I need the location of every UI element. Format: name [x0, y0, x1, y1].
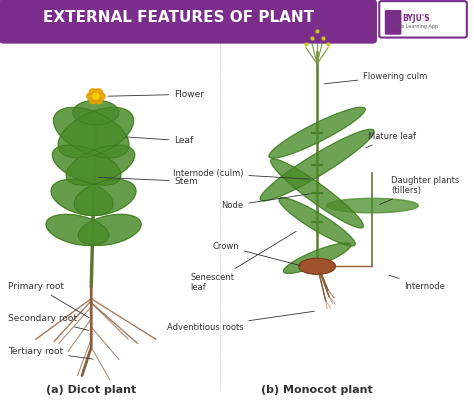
Ellipse shape [299, 258, 336, 275]
Text: Leaf: Leaf [126, 136, 193, 145]
Polygon shape [54, 107, 129, 158]
Text: Primary root: Primary root [8, 282, 89, 317]
Circle shape [95, 89, 102, 95]
Polygon shape [51, 180, 113, 215]
Text: Flowering culm: Flowering culm [324, 71, 428, 84]
Circle shape [95, 97, 102, 104]
Polygon shape [74, 180, 136, 215]
Text: Internode: Internode [389, 275, 446, 291]
Text: Node: Node [221, 194, 310, 210]
Text: Senescent
leaf: Senescent leaf [190, 231, 296, 292]
Polygon shape [46, 214, 109, 245]
Text: Inflorescence (panicle type): Inflorescence (panicle type) [139, 19, 314, 39]
Text: Tertiary root: Tertiary root [8, 347, 93, 359]
Text: The Learning App: The Learning App [394, 24, 438, 29]
Text: (b) Monocot plant: (b) Monocot plant [261, 385, 373, 395]
Polygon shape [73, 100, 119, 124]
Polygon shape [279, 197, 355, 246]
Polygon shape [78, 214, 141, 245]
Text: EXTERNAL FEATURES OF PLANT: EXTERNAL FEATURES OF PLANT [43, 10, 314, 25]
Circle shape [98, 93, 105, 100]
Circle shape [92, 93, 99, 99]
Polygon shape [283, 243, 351, 273]
FancyBboxPatch shape [379, 1, 467, 38]
Polygon shape [260, 129, 374, 201]
Polygon shape [66, 145, 135, 185]
Text: Internode (culm): Internode (culm) [173, 169, 310, 179]
Polygon shape [52, 145, 121, 185]
Circle shape [87, 93, 94, 100]
Text: Crown: Crown [212, 242, 301, 266]
Text: Secondary root: Secondary root [8, 315, 89, 330]
Circle shape [90, 89, 97, 95]
Text: (a) Dicot plant: (a) Dicot plant [46, 385, 137, 395]
Circle shape [90, 97, 97, 104]
Text: BYJU'S: BYJU'S [402, 13, 430, 22]
Text: Daughter plants
(tillers): Daughter plants (tillers) [380, 175, 459, 204]
Polygon shape [271, 159, 364, 228]
FancyBboxPatch shape [385, 10, 401, 35]
Text: Adventitious roots: Adventitious roots [167, 311, 314, 332]
FancyBboxPatch shape [0, 0, 377, 44]
Text: Mature leaf: Mature leaf [366, 132, 416, 148]
Polygon shape [269, 107, 365, 158]
Polygon shape [58, 107, 134, 158]
Text: Flower: Flower [108, 90, 204, 99]
Text: Stem: Stem [99, 177, 198, 186]
Polygon shape [327, 198, 419, 213]
